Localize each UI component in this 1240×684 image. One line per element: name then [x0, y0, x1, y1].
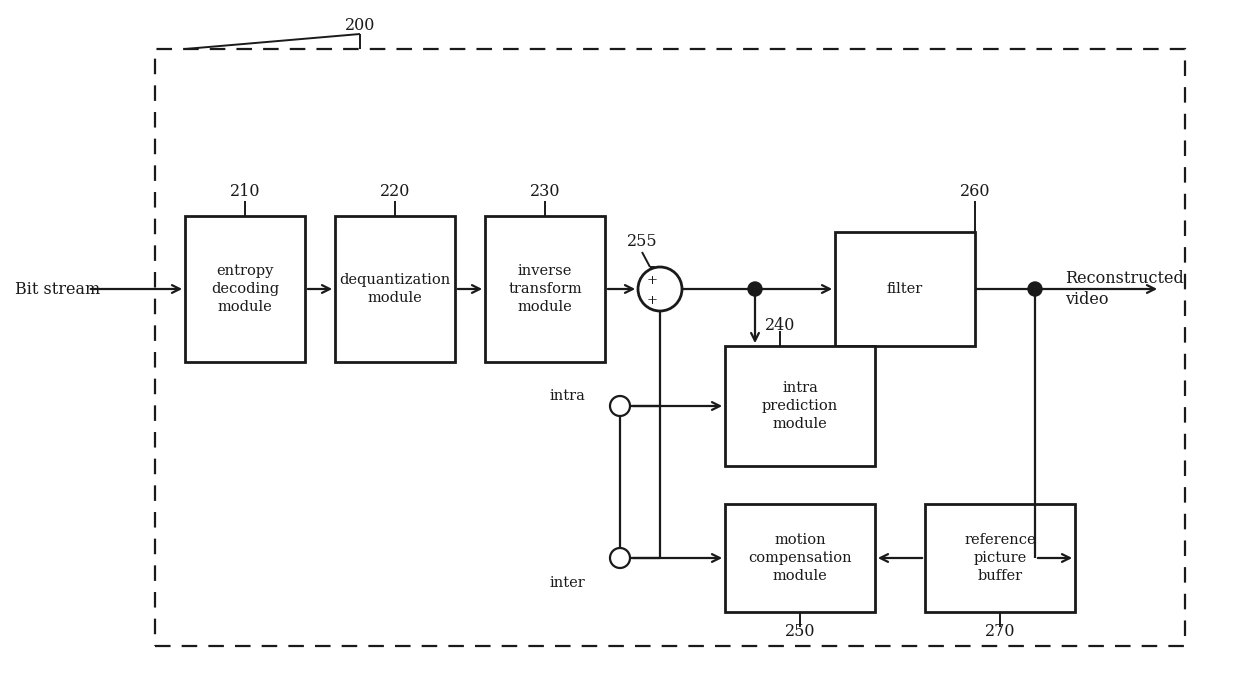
- Circle shape: [1028, 282, 1042, 296]
- Text: motion
compensation
module: motion compensation module: [748, 533, 852, 583]
- Bar: [155, 49, 1185, 646]
- Bar: [725, 346, 875, 466]
- Text: entropy
decoding
module: entropy decoding module: [211, 264, 279, 314]
- Text: 270: 270: [985, 624, 1016, 640]
- Text: +: +: [647, 294, 657, 307]
- Bar: [925, 504, 1075, 612]
- Text: 250: 250: [785, 624, 815, 640]
- Text: 240: 240: [765, 317, 795, 334]
- Text: Reconstructed
video: Reconstructed video: [1065, 269, 1184, 308]
- Bar: [335, 216, 455, 362]
- Bar: [485, 216, 605, 362]
- Text: reference
picture
buffer: reference picture buffer: [965, 533, 1035, 583]
- Text: 200: 200: [345, 18, 376, 34]
- Text: 220: 220: [379, 183, 410, 200]
- Text: filter: filter: [887, 282, 923, 296]
- Text: intra: intra: [549, 389, 585, 403]
- Text: 230: 230: [529, 183, 560, 200]
- Circle shape: [748, 282, 763, 296]
- Text: 255: 255: [626, 233, 657, 250]
- Text: 260: 260: [960, 183, 991, 200]
- Bar: [725, 504, 875, 612]
- Text: intra
prediction
module: intra prediction module: [761, 381, 838, 431]
- Text: 210: 210: [229, 183, 260, 200]
- Text: +: +: [647, 274, 657, 287]
- Circle shape: [610, 396, 630, 416]
- Bar: [835, 232, 975, 346]
- Text: inter: inter: [549, 576, 585, 590]
- Circle shape: [639, 267, 682, 311]
- Text: dequantization
module: dequantization module: [340, 273, 450, 305]
- Text: Bit stream: Bit stream: [15, 280, 100, 298]
- Text: inverse
transform
module: inverse transform module: [508, 264, 582, 314]
- Bar: [185, 216, 305, 362]
- Circle shape: [610, 548, 630, 568]
